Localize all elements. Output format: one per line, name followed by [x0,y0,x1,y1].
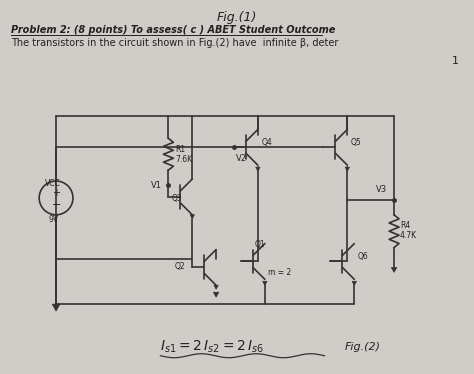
Text: V2: V2 [236,154,247,163]
Text: $I_{s1} = 2\,I_{s2} = 2\,I_{s6}$: $I_{s1} = 2\,I_{s2} = 2\,I_{s6}$ [161,338,265,355]
Text: Q3: Q3 [172,194,182,203]
Text: Q1: Q1 [255,240,265,249]
Text: Q2: Q2 [174,263,185,272]
Polygon shape [214,285,219,289]
Text: 9V: 9V [48,215,58,224]
Text: Fig.(1): Fig.(1) [217,11,257,24]
Text: −: − [51,200,61,210]
Text: Q4: Q4 [262,138,273,147]
Text: 1: 1 [452,56,459,66]
Text: m = 2: m = 2 [268,268,291,278]
Text: V1: V1 [151,181,162,190]
Polygon shape [213,292,219,297]
Text: V3: V3 [376,185,387,194]
Text: Q5: Q5 [350,138,361,147]
Text: +: + [52,188,60,198]
Polygon shape [52,304,60,311]
Polygon shape [263,281,267,285]
Polygon shape [345,167,349,171]
Polygon shape [392,267,397,272]
Text: R1
7.6K: R1 7.6K [175,144,192,164]
Polygon shape [352,281,356,285]
Text: Problem 2: (8 points) To assess( c ) ABET Student Outcome: Problem 2: (8 points) To assess( c ) ABE… [11,25,336,35]
Polygon shape [255,167,260,171]
Text: R4
4.7K: R4 4.7K [400,221,417,240]
Polygon shape [190,215,194,219]
Text: Q6: Q6 [357,252,368,261]
Text: The transistors in the circuit shown in Fig.(2) have  infinite β, deter: The transistors in the circuit shown in … [11,38,339,48]
Text: Fig.(2): Fig.(2) [345,342,380,352]
Text: VCC: VCC [45,179,61,188]
